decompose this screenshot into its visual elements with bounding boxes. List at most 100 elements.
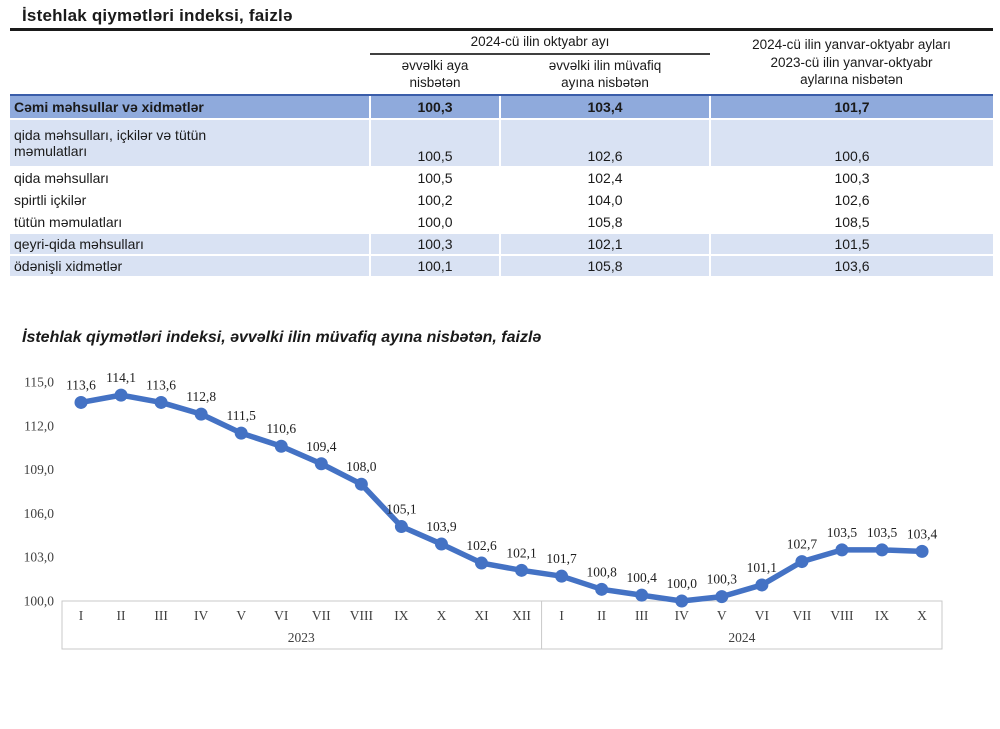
- data-point-marker: [595, 582, 609, 596]
- svg-text:103,4: 103,4: [907, 526, 938, 541]
- page-title: İstehlak qiymətləri indeksi, faizlə: [22, 6, 293, 25]
- data-labels: 113,6 114,1 113,6 112,8 111,5 110,6 109,4 108,0…: [66, 370, 937, 591]
- cell-prev-year-month: 105,8: [498, 210, 711, 234]
- svg-text:III: III: [154, 608, 168, 623]
- header-prev-month-column: əvvəlki aya nisbətən: [401, 57, 469, 91]
- data-point-marker: [194, 407, 208, 421]
- x-axis: I II III IV V VI VII VIII IX X XI XII I II III IV V VI VII…: [61, 600, 943, 650]
- svg-text:III: III: [635, 608, 649, 623]
- data-point-marker: [234, 426, 248, 440]
- svg-text:IX: IX: [875, 608, 889, 623]
- data-point-marker: [274, 439, 288, 453]
- svg-text:100,3: 100,3: [707, 571, 738, 586]
- row-label: spirtli içkilər: [10, 188, 370, 212]
- svg-text:103,9: 103,9: [426, 519, 457, 534]
- data-point-marker: [515, 563, 529, 577]
- svg-text:XI: XI: [474, 608, 489, 623]
- cell-prev-month: 100,3: [369, 93, 500, 120]
- svg-text:VIII: VIII: [350, 608, 374, 623]
- svg-text:V: V: [236, 608, 246, 623]
- cell-jan-oct: 100,3: [709, 166, 994, 190]
- svg-text:103,5: 103,5: [827, 525, 858, 540]
- svg-text:100,4: 100,4: [627, 570, 658, 585]
- row-label: ödənişli xidmətlər: [10, 254, 370, 278]
- svg-text:VI: VI: [274, 608, 289, 623]
- data-point-marker: [114, 388, 128, 402]
- header-period-group: 2024-cü ilin oktyabr ayı: [370, 31, 711, 55]
- svg-text:101,7: 101,7: [546, 551, 577, 566]
- data-point-marker: [475, 556, 488, 570]
- row-label: qida məhsulları, içkilər və tütün məmula…: [10, 118, 370, 168]
- table-row: spirtli içkilər 100,2 104,0 102,6: [10, 188, 994, 212]
- cell-jan-oct: 101,5: [709, 232, 994, 256]
- cell-prev-month: 100,5: [369, 118, 500, 168]
- data-point-marker: [795, 554, 809, 568]
- svg-text:IV: IV: [194, 608, 208, 623]
- data-point-marker: [835, 543, 849, 557]
- chart-title: İstehlak qiymətləri indeksi, əvvəlki ili…: [22, 328, 542, 346]
- table-row: ödənişli xidmətlər 100,1 105,8 103,6: [10, 254, 994, 278]
- svg-text:100,0: 100,0: [24, 593, 55, 608]
- svg-text:II: II: [597, 608, 606, 623]
- svg-text:II: II: [117, 608, 126, 623]
- table-row: tütün məmulatları 100,0 105,8 108,5: [10, 210, 994, 234]
- svg-text:VI: VI: [755, 608, 770, 623]
- cpi-table-header: 2024-cü ilin oktyabr ayı 2024-cü ilin ya…: [10, 31, 993, 95]
- header-jan-oct-column: 2024-cü ilin yanvar-oktyabr ayları 2023-…: [752, 37, 951, 88]
- svg-text:113,6: 113,6: [146, 377, 176, 392]
- data-point-marker: [154, 395, 168, 409]
- data-point-marker: [434, 537, 448, 551]
- svg-text:VII: VII: [793, 608, 812, 623]
- svg-text:X: X: [437, 608, 447, 623]
- cell-prev-month: 100,1: [369, 254, 500, 278]
- data-point-marker: [915, 544, 929, 558]
- svg-text:113,6: 113,6: [66, 377, 96, 392]
- svg-text:109,0: 109,0: [24, 462, 55, 477]
- svg-text:115,0: 115,0: [24, 374, 54, 389]
- data-point-marker: [635, 588, 649, 602]
- svg-text:110,6: 110,6: [266, 421, 296, 436]
- svg-text:102,6: 102,6: [466, 538, 497, 553]
- header-empty-cell: [10, 31, 370, 95]
- y-axis-tick-labels: 100,0 103,0 106,0 109,0 112,0 115,0: [24, 374, 55, 608]
- cell-prev-month: 100,2: [369, 188, 500, 212]
- cell-jan-oct: 100,6: [709, 118, 994, 168]
- page: İstehlak qiymətləri indeksi, faizlə 2024…: [0, 6, 1000, 729]
- cell-jan-oct: 101,7: [709, 93, 994, 120]
- svg-text:V: V: [717, 608, 727, 623]
- svg-text:102,1: 102,1: [506, 545, 536, 560]
- svg-text:VII: VII: [312, 608, 331, 623]
- svg-text:IV: IV: [675, 608, 689, 623]
- svg-text:109,4: 109,4: [306, 438, 337, 453]
- data-point-marker: [555, 569, 569, 583]
- svg-text:105,1: 105,1: [386, 501, 416, 516]
- svg-text:2024: 2024: [728, 630, 755, 645]
- data-point-marker: [74, 395, 88, 409]
- svg-text:106,0: 106,0: [24, 506, 55, 521]
- cell-prev-year-month: 102,4: [498, 166, 711, 190]
- data-point-marker: [715, 589, 729, 603]
- svg-text:XII: XII: [512, 608, 531, 623]
- svg-text:2023: 2023: [288, 630, 315, 645]
- cpi-table: 2024-cü ilin oktyabr ayı 2024-cü ilin ya…: [10, 31, 994, 278]
- svg-text:X: X: [917, 608, 927, 623]
- cell-prev-year-month: 103,4: [498, 93, 711, 120]
- cell-jan-oct: 108,5: [709, 210, 994, 234]
- svg-text:103,0: 103,0: [24, 549, 55, 564]
- data-point-marker: [314, 456, 328, 470]
- table-row: qeyri-qida məhsulları 100,3 102,1 101,5: [10, 232, 994, 256]
- svg-text:101,1: 101,1: [747, 560, 777, 575]
- svg-text:100,8: 100,8: [586, 564, 617, 579]
- row-label: qeyri-qida məhsulları: [10, 232, 370, 256]
- data-point-marker: [394, 519, 408, 533]
- cell-prev-year-month: 102,6: [498, 118, 711, 168]
- data-point-marker: [875, 543, 889, 557]
- data-point-marker: [755, 578, 769, 592]
- svg-text:111,5: 111,5: [227, 408, 257, 423]
- title-underline-rule: İstehlak qiymətləri indeksi, faizlə: [10, 6, 993, 31]
- svg-text:112,0: 112,0: [24, 418, 54, 433]
- svg-text:I: I: [79, 608, 84, 623]
- cell-jan-oct: 102,6: [709, 188, 994, 212]
- svg-text:114,1: 114,1: [106, 370, 136, 385]
